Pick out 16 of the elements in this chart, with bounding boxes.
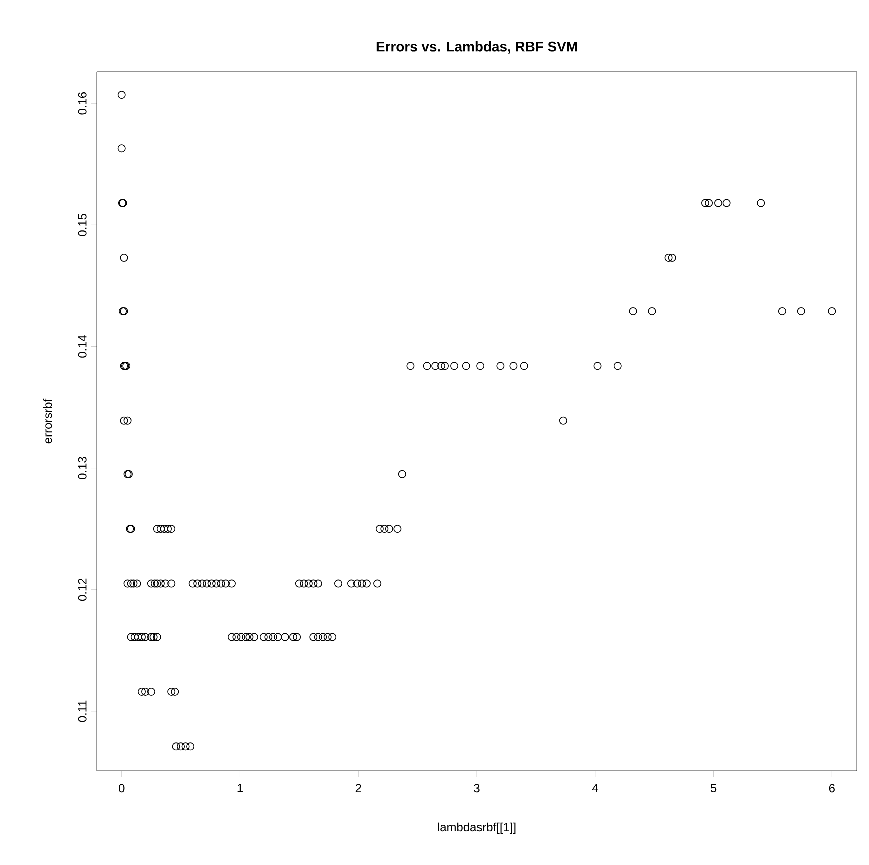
y-axis-title: errorsrbf: [43, 398, 52, 444]
y-tick-label: 0.14: [78, 335, 87, 358]
x-axis-title: lambdasrbf[[1]]: [438, 822, 516, 834]
y-tick-label: 0.16: [78, 92, 87, 115]
x-tick-label: 1: [238, 784, 243, 792]
x-tick-label: 2: [356, 784, 362, 793]
y-tick-label: 0.11: [78, 700, 87, 722]
y-tick-label: 0.15: [78, 214, 87, 236]
x-tick-label: 4: [592, 784, 598, 792]
x-tick-label: 6: [829, 784, 835, 793]
y-tick-label: 0.12: [78, 578, 87, 602]
x-tick-label: 3: [474, 784, 480, 793]
y-tick-label: 0.13: [78, 457, 87, 480]
chart-title: Errors vs. Lambdas, RBF SVM: [376, 42, 578, 54]
x-tick-label: 5: [710, 784, 717, 793]
x-tick-label: 0: [119, 784, 125, 793]
